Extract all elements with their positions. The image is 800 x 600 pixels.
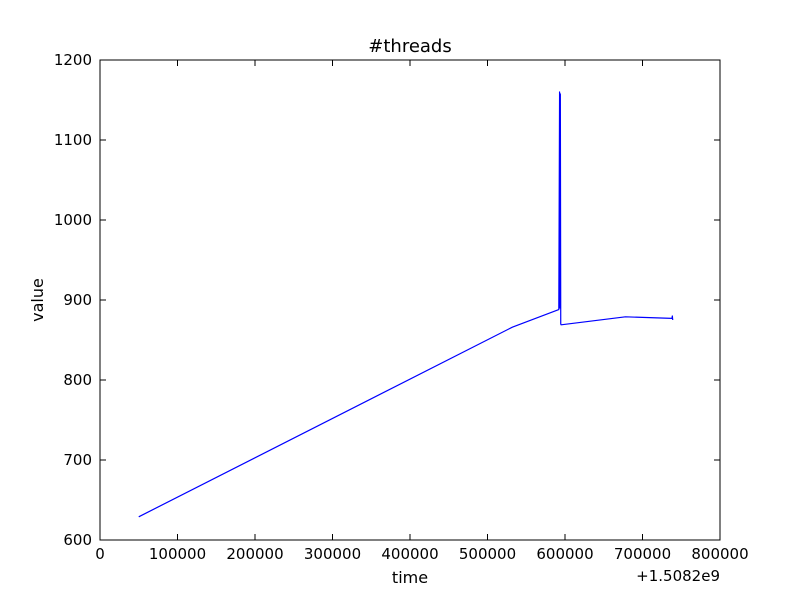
plot-frame [99,59,721,541]
x-tick-label: 400000 [381,545,438,563]
x-tick-label: 200000 [226,545,283,563]
y-tick-label: 1200 [54,51,92,69]
x-offset-label: +1.5082e9 [636,567,720,585]
x-tick-label: 300000 [304,545,361,563]
y-tick-label: 1100 [54,131,92,149]
x-axis-label: time [392,568,428,587]
y-tick-label: 900 [63,291,92,309]
y-tick-label: 700 [63,451,92,469]
y-axis-label: value [28,278,47,322]
series-line [138,91,674,518]
x-tick-label: 100000 [149,545,206,563]
y-tick-label: 800 [63,371,92,389]
x-tick-label: 0 [95,545,105,563]
series-layer [138,91,674,518]
ticks-layer: 0 100000 200000 300000 400000 500000 600000 700… [54,51,749,563]
x-tick-label: 600000 [536,545,593,563]
x-tick-label: 700000 [614,545,671,563]
y-tick-label: 1000 [54,211,92,229]
chart-title: #threads [368,36,451,57]
x-tick-label: 500000 [459,545,516,563]
x-tick-label: 800000 [691,545,748,563]
y-tick-label: 600 [63,531,92,549]
